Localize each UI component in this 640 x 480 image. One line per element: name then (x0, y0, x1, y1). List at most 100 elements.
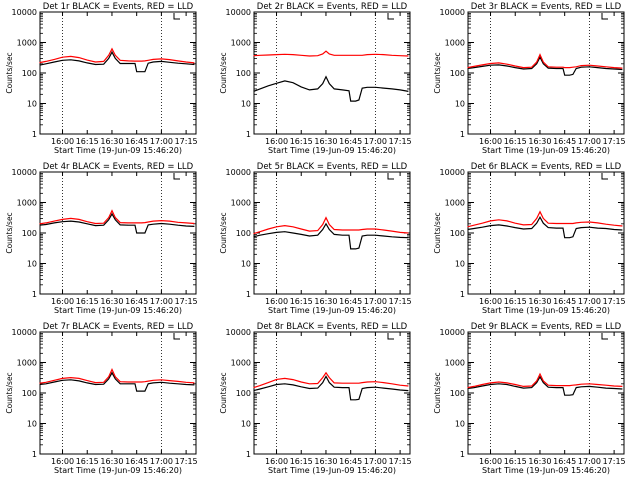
x-tick-label: 16:00 (51, 457, 74, 466)
x-axis-label: Start Time (19-Jun-09 15:46:20) (54, 146, 182, 155)
y-tick-label: 10000 (440, 8, 465, 17)
x-axis-label: Start Time (19-Jun-09 15:46:20) (482, 306, 610, 315)
range-marker (387, 333, 394, 340)
panel-title: Det 7r BLACK = Events, RED = LLD (43, 322, 194, 332)
x-tick-label: 17:15 (389, 457, 412, 466)
panel-7: Det 7r BLACK = Events, RED = LLD 16:00 16:… (5, 322, 198, 475)
x-tick-label: 17:15 (175, 137, 198, 146)
y-tick-label: 10000 (12, 328, 37, 337)
y-tick-label: 10 (241, 420, 251, 429)
x-tick-label: 17:00 (150, 457, 173, 466)
y-tick-label: 10 (241, 260, 251, 269)
y-axis-label: Counts/sec (433, 372, 442, 413)
y-tick-label: 10 (455, 420, 465, 429)
x-tick-label: 16:30 (100, 297, 123, 306)
y-tick-label: 10 (455, 260, 465, 269)
plot-frame (39, 331, 197, 455)
x-tick-label: 16:30 (528, 137, 551, 146)
y-axis-label: Counts/sec (219, 372, 228, 413)
y-tick-label: 100 (450, 389, 465, 398)
x-tick-label: 16:15 (504, 137, 527, 146)
series-events-line (253, 75, 409, 102)
range-marker (173, 173, 180, 180)
y-tick-label: 10000 (12, 168, 37, 177)
y-tick-label: 10000 (12, 8, 37, 17)
y-tick-label: 10000 (226, 168, 251, 177)
panel-title: Det 9r BLACK = Events, RED = LLD (471, 322, 622, 332)
range-marker (173, 333, 180, 340)
x-tick-label: 16:15 (290, 457, 313, 466)
x-tick-label: 17:15 (603, 457, 626, 466)
x-tick-label: 17:00 (150, 137, 173, 146)
panel-title: Det 2r BLACK = Events, RED = LLD (257, 2, 408, 12)
panel-title: Det 4r BLACK = Events, RED = LLD (43, 162, 194, 172)
x-tick-label: 16:00 (51, 297, 74, 306)
x-tick-label: 16:45 (125, 297, 148, 306)
y-tick-label: 10 (27, 420, 37, 429)
panel-9: Det 9r BLACK = Events, RED = LLD 16:00 16:… (433, 322, 626, 475)
x-tick-label: 16:15 (504, 457, 527, 466)
y-tick-label: 1000 (231, 199, 251, 208)
range-marker (601, 13, 608, 20)
x-tick-label: 16:30 (314, 457, 337, 466)
y-axis-label: Counts/sec (433, 52, 442, 93)
y-axis-label: Counts/sec (5, 372, 14, 413)
y-tick-label: 1000 (445, 359, 465, 368)
y-tick-label: 10 (455, 100, 465, 109)
y-tick-label: 100 (236, 69, 251, 78)
panel-title: Det 3r BLACK = Events, RED = LLD (471, 2, 622, 12)
x-tick-label: 16:45 (339, 137, 362, 146)
range-marker (601, 333, 608, 340)
range-marker (601, 173, 608, 180)
series-events-line (467, 215, 623, 239)
y-tick-label: 1 (460, 130, 465, 139)
series-lld-line (467, 53, 623, 69)
x-tick-label: 16:00 (479, 457, 502, 466)
series-events-line (39, 371, 195, 392)
series-lld-line (39, 209, 195, 225)
y-tick-label: 1000 (17, 359, 37, 368)
x-tick-label: 16:30 (528, 297, 551, 306)
x-tick-label: 16:00 (479, 137, 502, 146)
x-tick-label: 17:00 (364, 297, 387, 306)
x-tick-label: 17:15 (603, 297, 626, 306)
x-tick-label: 17:00 (578, 457, 601, 466)
x-axis-label: Start Time (19-Jun-09 15:46:20) (54, 306, 182, 315)
y-tick-label: 1000 (231, 39, 251, 48)
x-tick-label: 17:15 (175, 457, 198, 466)
x-tick-label: 16:00 (51, 137, 74, 146)
y-axis-label: Counts/sec (219, 52, 228, 93)
y-axis-label: Counts/sec (5, 52, 14, 93)
x-tick-label: 16:15 (76, 457, 99, 466)
x-tick-label: 17:15 (389, 297, 412, 306)
x-tick-label: 16:15 (290, 297, 313, 306)
y-tick-label: 100 (450, 69, 465, 78)
y-tick-label: 1000 (17, 39, 37, 48)
x-tick-label: 16:15 (290, 137, 313, 146)
panel-title: Det 6r BLACK = Events, RED = LLD (471, 162, 622, 172)
y-tick-label: 1 (32, 130, 37, 139)
y-tick-label: 100 (22, 389, 37, 398)
y-tick-label: 100 (236, 389, 251, 398)
x-tick-label: 16:15 (76, 137, 99, 146)
x-tick-label: 16:30 (100, 137, 123, 146)
series-events-line (253, 375, 409, 401)
y-tick-label: 1000 (231, 359, 251, 368)
series-lld-line (39, 368, 195, 384)
y-tick-label: 10000 (226, 8, 251, 17)
x-tick-label: 16:45 (339, 297, 362, 306)
series-lld-line (253, 216, 409, 235)
y-tick-label: 100 (22, 229, 37, 238)
x-tick-label: 16:45 (553, 297, 576, 306)
panel-title: Det 1r BLACK = Events, RED = LLD (43, 2, 194, 12)
range-marker (387, 173, 394, 180)
x-tick-label: 16:00 (265, 297, 288, 306)
y-tick-label: 1 (246, 450, 251, 459)
y-tick-label: 1 (460, 290, 465, 299)
